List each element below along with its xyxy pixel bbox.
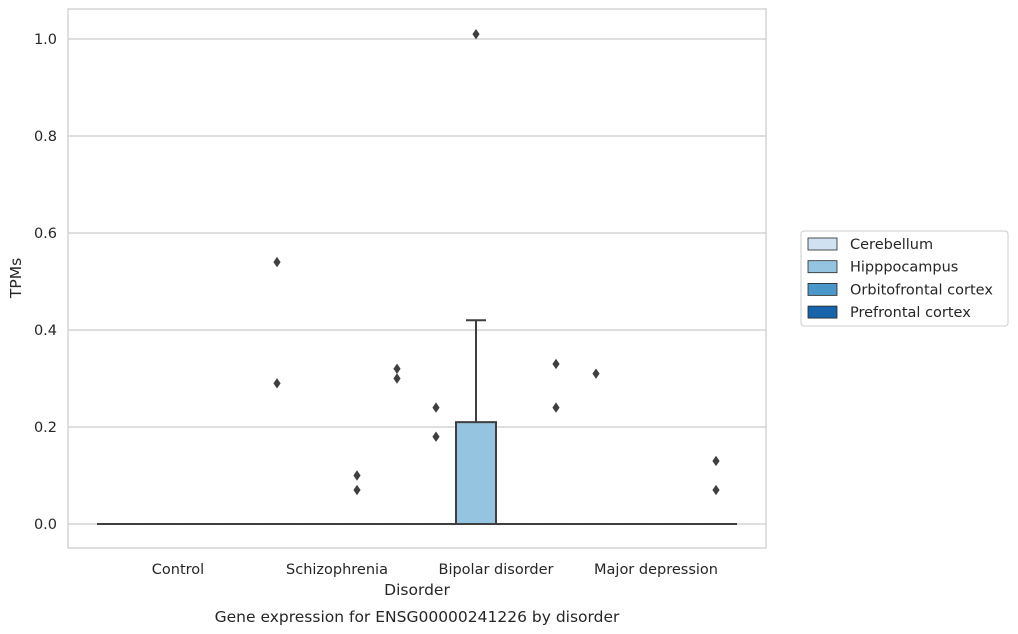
plot-frame bbox=[67, 8, 767, 549]
plot-background bbox=[68, 9, 766, 548]
x-tick-label: Schizophrenia bbox=[286, 562, 388, 578]
y-tick-label: 0.8 bbox=[34, 129, 57, 145]
outlier-point bbox=[712, 455, 720, 467]
outliers-layer bbox=[273, 28, 720, 496]
outlier-point bbox=[592, 368, 600, 379]
y-tick-label: 0.6 bbox=[34, 226, 57, 242]
y-tick-label: 1.0 bbox=[34, 32, 57, 48]
outlier-point bbox=[432, 402, 440, 413]
boxes-layer bbox=[97, 319, 737, 526]
y-tick-label: 0.4 bbox=[34, 323, 57, 339]
outlier-point bbox=[552, 402, 560, 413]
legend-frame bbox=[800, 230, 1009, 327]
box-body bbox=[455, 421, 497, 525]
box-hipppocampus bbox=[455, 319, 497, 525]
legend[interactable]: Cerebellum Hipppocampus Orbitofrontal cort… bbox=[800, 230, 1009, 327]
legend-swatch bbox=[807, 260, 838, 274]
outlier-point bbox=[393, 363, 401, 374]
x-tick-label: Control bbox=[152, 562, 204, 578]
outlier-point bbox=[393, 373, 401, 384]
y-tick-label: 0.0 bbox=[34, 517, 57, 533]
x-tick-labels: Control Schizophrenia Bipolar disorder Majo… bbox=[152, 562, 718, 578]
chart-title: Gene expression for ENSG00000241226 by d… bbox=[215, 608, 620, 626]
x-tick-label: Bipolar disorder bbox=[439, 562, 554, 578]
legend-swatch bbox=[807, 282, 838, 296]
outlier-point bbox=[712, 484, 720, 496]
x-axis-title: Disorder bbox=[384, 581, 450, 599]
outlier-point bbox=[472, 28, 480, 40]
outlier-point bbox=[353, 470, 361, 481]
legend-label: Cerebellum bbox=[850, 237, 933, 253]
y-axis-title: TPMs bbox=[7, 258, 25, 299]
outlier-point bbox=[273, 378, 281, 389]
outlier-point bbox=[432, 431, 440, 442]
outlier-point bbox=[353, 484, 361, 496]
legend-label: Orbitofrontal cortex bbox=[850, 282, 993, 298]
legend-label: Hipppocampus bbox=[850, 260, 958, 276]
outlier-point bbox=[273, 256, 281, 268]
y-tick-label: 0.2 bbox=[34, 420, 57, 436]
legend-swatch bbox=[807, 237, 838, 251]
outlier-point bbox=[552, 358, 560, 370]
legend-swatch bbox=[807, 305, 838, 319]
legend-label: Prefrontal cortex bbox=[850, 305, 971, 321]
y-tick-labels: 0.0 0.2 0.4 0.6 0.8 1.0 bbox=[34, 32, 57, 533]
x-tick-label: Major depression bbox=[594, 562, 718, 578]
